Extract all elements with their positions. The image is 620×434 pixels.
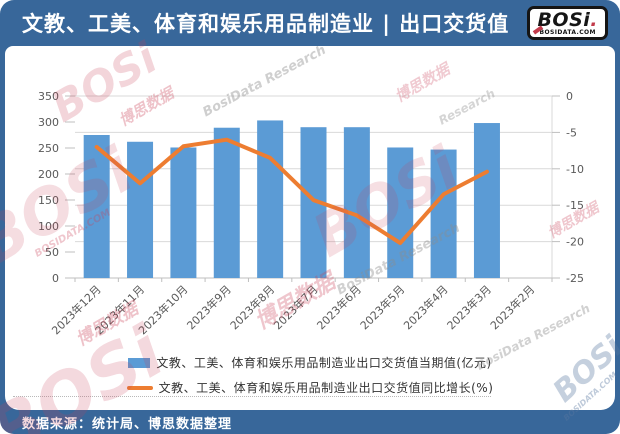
svg-text:300: 300 (38, 116, 59, 129)
svg-text:2023年4月: 2023年4月 (401, 282, 451, 332)
combo-chart: 0 50 100 150 200 250 300 350 0 -5 -10 -15 -20 -25 2023… (38, 90, 584, 337)
svg-text:2023年2月: 2023年2月 (487, 282, 537, 332)
svg-text:100: 100 (38, 220, 59, 233)
svg-text:-15: -15 (566, 199, 584, 212)
legend-label-bar-series: 文教、工美、体育和娱乐用品制造业出口交货值当期值(亿元) (156, 356, 492, 370)
svg-text:-10: -10 (566, 163, 584, 176)
svg-text:50: 50 (45, 246, 59, 259)
legend-item-line-series: 文教、工美、体育和娱乐用品制造业出口交货值同比增长(%) (126, 379, 494, 396)
svg-text:2023年9月: 2023年9月 (184, 282, 234, 332)
footer-bar: 数据来源：统计局、博思数据整理 (0, 410, 620, 434)
page-title: 文教、工美、体育和娱乐用品制造业 | 出口交货值 (22, 12, 510, 36)
svg-text:350: 350 (38, 90, 59, 103)
bar-series-swatch-icon (128, 357, 151, 368)
legend-label-line-series: 文教、工美、体育和娱乐用品制造业出口交货值同比增长(%) (158, 381, 494, 395)
svg-text:2023年5月: 2023年5月 (357, 282, 407, 332)
svg-text:200: 200 (38, 168, 59, 181)
chart-legend: 文教、工美、体育和娱乐用品制造业出口交货值当期值(亿元) 文教、工美、体育和娱乐… (5, 354, 615, 396)
svg-text:2023年8月: 2023年8月 (227, 282, 277, 332)
svg-text:-5: -5 (566, 126, 577, 139)
svg-text:-20: -20 (566, 236, 584, 249)
footer-divider (13, 396, 491, 397)
bosi-logo-subtext: BOSIDATA.COM (539, 29, 596, 36)
svg-text:-25: -25 (566, 272, 584, 285)
legend-item-bar-series: 文教、工美、体育和娱乐用品制造业出口交货值当期值(亿元) (128, 354, 491, 371)
svg-text:250: 250 (38, 142, 59, 155)
svg-text:0: 0 (52, 272, 59, 285)
svg-text:2023年7月: 2023年7月 (270, 282, 320, 332)
bosi-logo-text: BOSi. (533, 11, 598, 35)
svg-text:2023年3月: 2023年3月 (444, 282, 494, 332)
bosi-logo: BOSi. BOSIDATA.COM (527, 6, 608, 40)
header-bar: 文教、工美、体育和娱乐用品制造业 | 出口交货值 BOSi. BOSIDATA.… (0, 0, 620, 46)
svg-text:0: 0 (566, 90, 573, 103)
chart-panel: 0 50 100 150 200 250 300 350 0 -5 -10 -15 -20 -25 2023… (5, 46, 615, 410)
line-series-swatch-icon (126, 385, 153, 390)
svg-text:150: 150 (38, 194, 59, 207)
svg-text:2023年6月: 2023年6月 (314, 282, 364, 332)
data-source-text: 数据来源：统计局、博思数据整理 (22, 416, 233, 432)
